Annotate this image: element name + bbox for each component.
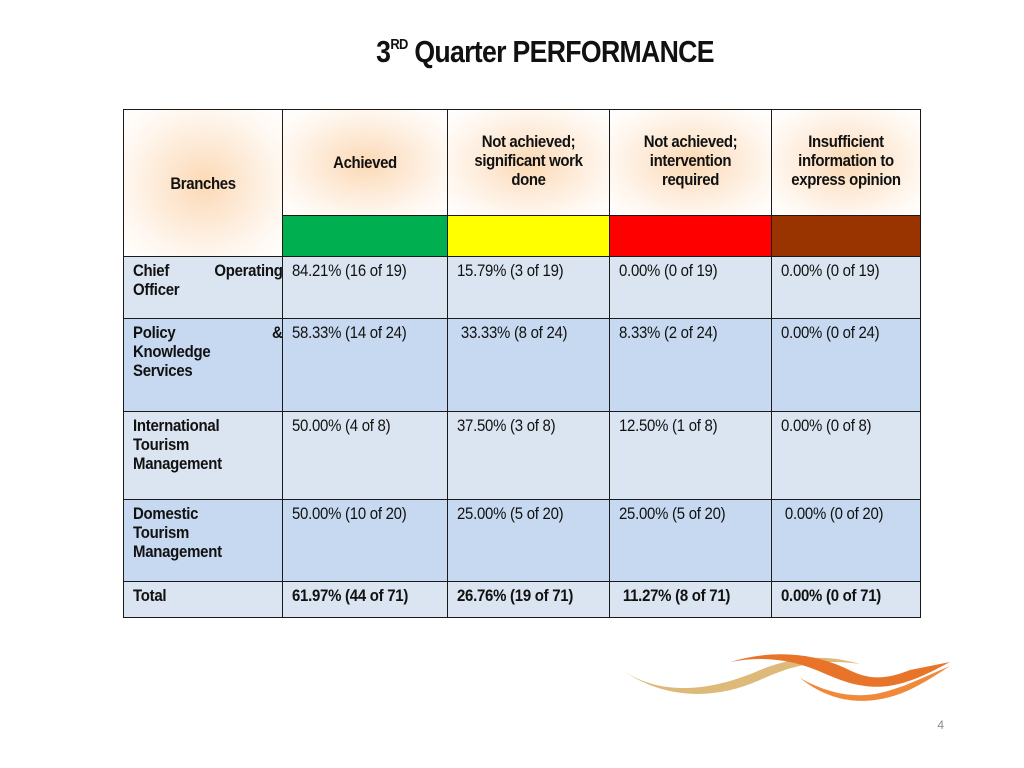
insufficient-cell: 0.00% (0 of 24) <box>771 318 921 412</box>
header-insufficient: Insufficient information to express opin… <box>771 109 921 216</box>
achieved-total-cell: 61.97% (44 of 71) <box>282 581 448 618</box>
page-number: 4 <box>937 718 944 732</box>
significant-value: 33.33% (8 of 24) <box>457 323 568 342</box>
achieved-total-value: 61.97% (44 of 71) <box>292 586 409 605</box>
insufficient-total-value: 0.00% (0 of 71) <box>781 586 881 605</box>
insufficient-value: 0.00% (0 of 8) <box>781 416 872 435</box>
achieved-value: 84.21% (16 of 19) <box>292 261 407 280</box>
insufficient-cell: 0.00% (0 of 8) <box>771 411 921 500</box>
significant-value: 15.79% (3 of 19) <box>457 261 564 280</box>
achieved-cell: 50.00% (4 of 8) <box>282 411 448 500</box>
intervention-value: 0.00% (0 of 19) <box>619 261 718 280</box>
intervention-total-value: 11.27% (8 of 71) <box>619 586 731 605</box>
insufficient-total-cell: 0.00% (0 of 71) <box>771 581 921 618</box>
performance-table: Branches Achieved Not achieved; signific… <box>123 109 921 618</box>
insufficient-value: 0.00% (0 of 24) <box>781 323 880 342</box>
branch-label: Operating <box>214 261 283 280</box>
insufficient-value: 0.00% (0 of 19) <box>781 261 880 280</box>
header-not-achieved-significant-label: Not achieved; significant work done <box>474 132 583 189</box>
achieved-value: 50.00% (10 of 20) <box>292 504 407 523</box>
branch-label: Management <box>133 454 222 473</box>
table-row-coo: Chief Operating Officer 84.21% (16 of 19… <box>123 256 921 319</box>
intervention-cell: 8.33% (2 of 24) <box>609 318 772 412</box>
title-text: Quarter PERFORMANCE <box>414 34 714 69</box>
insufficient-value: 0.00% (0 of 20) <box>781 504 884 523</box>
achieved-color-swatch <box>282 215 448 257</box>
branch-label: Policy <box>133 323 176 342</box>
achieved-cell: 58.33% (14 of 24) <box>282 318 448 412</box>
header-achieved-label: Achieved <box>333 153 397 172</box>
table-row-international: International Tourism Management 50.00% … <box>123 411 921 500</box>
logo-orange-swoosh-2 <box>800 666 950 701</box>
branch-label: Tourism <box>133 523 190 542</box>
intervention-cell: 12.50% (1 of 8) <box>609 411 772 500</box>
branch-label: Management <box>133 542 222 561</box>
header-branches: Branches <box>123 109 283 257</box>
significant-total-cell: 26.76% (19 of 71) <box>447 581 610 618</box>
achieved-cell: 50.00% (10 of 20) <box>282 499 448 582</box>
intervention-value: 8.33% (2 of 24) <box>619 323 718 342</box>
intervention-value: 25.00% (5 of 20) <box>619 504 726 523</box>
significant-cell: 25.00% (5 of 20) <box>447 499 610 582</box>
insufficient-color-swatch <box>771 215 921 257</box>
intervention-cell: 25.00% (5 of 20) <box>609 499 772 582</box>
header-row: Branches Achieved Not achieved; signific… <box>123 109 921 257</box>
significant-color-swatch <box>447 215 610 257</box>
branch-cell: Chief Operating Officer <box>123 256 283 319</box>
header-not-achieved-significant: Not achieved; significant work done <box>447 109 610 216</box>
intervention-value: 12.50% (1 of 8) <box>619 416 718 435</box>
header-branches-label: Branches <box>170 173 236 193</box>
branch-cell: Domestic Tourism Management <box>123 499 283 582</box>
achieved-cell: 84.21% (16 of 19) <box>282 256 448 319</box>
table-row-total: Total 61.97% (44 of 71) 26.76% (19 of 71… <box>123 581 921 618</box>
achieved-value: 50.00% (4 of 8) <box>292 416 391 435</box>
branch-label: Officer <box>133 280 180 299</box>
header-not-achieved-intervention: Not achieved; intervention required <box>609 109 772 216</box>
insufficient-cell: 0.00% (0 of 20) <box>771 499 921 582</box>
header-insufficient-label: Insufficient information to express opin… <box>791 132 901 189</box>
branch-cell: Total <box>123 581 283 618</box>
branch-label: Chief <box>133 261 170 280</box>
branch-cell: Policy & Knowledge Services <box>123 318 283 412</box>
insufficient-cell: 0.00% (0 of 19) <box>771 256 921 319</box>
logo-gold-swoosh <box>622 657 860 694</box>
logo-orange-swoosh <box>730 654 950 687</box>
intervention-total-cell: 11.27% (8 of 71) <box>609 581 772 618</box>
branch-label: Services <box>133 361 193 380</box>
table-row-domestic: Domestic Tourism Management 50.00% (10 o… <box>123 499 921 582</box>
intervention-cell: 0.00% (0 of 19) <box>609 256 772 319</box>
branch-label: Tourism <box>133 435 190 454</box>
significant-total-value: 26.76% (19 of 71) <box>457 586 574 605</box>
achieved-value: 58.33% (14 of 24) <box>292 323 407 342</box>
table-row-policy: Policy & Knowledge Services 58.33% (14 o… <box>123 318 921 412</box>
total-label: Total <box>133 586 167 605</box>
intervention-color-swatch <box>609 215 772 257</box>
slide-title: 3RD Quarter PERFORMANCE <box>76 34 1013 70</box>
swoosh-logo <box>622 654 950 701</box>
branch-label: Knowledge <box>133 342 211 361</box>
significant-cell: 37.50% (3 of 8) <box>447 411 610 500</box>
legend-color-row <box>124 215 921 257</box>
significant-value: 37.50% (3 of 8) <box>457 416 556 435</box>
header-not-achieved-intervention-label: Not achieved; intervention required <box>643 132 738 189</box>
branch-label: Domestic <box>133 504 199 523</box>
title-superscript: RD <box>390 35 408 53</box>
header-achieved: Achieved <box>282 109 448 216</box>
branch-label: International <box>133 416 220 435</box>
significant-cell: 33.33% (8 of 24) <box>447 318 610 412</box>
branch-cell: International Tourism Management <box>123 411 283 500</box>
branch-label: & <box>272 323 283 342</box>
significant-value: 25.00% (5 of 20) <box>457 504 564 523</box>
title-number: 3 <box>376 34 391 69</box>
significant-cell: 15.79% (3 of 19) <box>447 256 610 319</box>
